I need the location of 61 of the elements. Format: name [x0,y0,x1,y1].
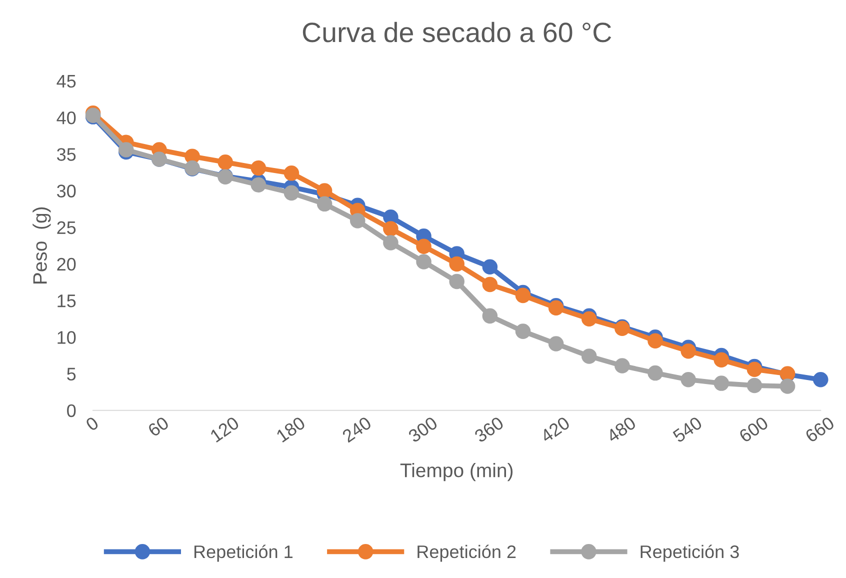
x-tick-label: 420 [540,416,571,444]
point [416,254,432,270]
point [316,183,332,198]
x-tick-label: 180 [276,416,306,443]
point [780,378,796,394]
x-tick-label: 660 [804,416,836,443]
y-tick-label: 0 [67,404,76,418]
x-tick-label: 0 [84,416,100,432]
y-tick-label: 20 [57,258,76,271]
point [812,372,828,388]
x-tick-label: 360 [474,416,504,443]
y-tick-label: 25 [57,221,76,234]
x-tick-label: 240 [341,416,372,443]
point [218,154,233,170]
point [548,336,564,352]
point [383,221,398,236]
point [714,352,730,368]
point [648,333,663,348]
x-tick-label: 120 [210,416,240,443]
y-tick-label: 10 [58,331,76,344]
point [648,365,663,381]
point [581,348,597,364]
point [746,362,762,378]
x-axis-title: Tiempo (min) [400,462,513,482]
y-tick-label: 5 [67,368,76,380]
point [746,378,762,394]
legend-label: Repetición 2 [418,544,516,562]
x-tick-label: 600 [738,416,770,443]
y-tick-label: 45 [56,75,76,88]
y-tick-label: 35 [57,148,76,161]
x-tick-label: 60 [147,416,170,438]
x-tick-label: 300 [407,416,438,443]
point [284,185,300,201]
legend-label: Repetición 1 [194,544,292,562]
point [449,274,464,290]
point [350,213,366,228]
point [482,259,498,275]
point [383,235,398,250]
chart-title: Curva de secado a 60 °C [302,22,612,42]
y-tick-label: 40 [56,111,76,124]
point [614,358,630,374]
point [482,308,498,324]
point [680,372,696,388]
x-tick-label: 540 [672,416,703,443]
point [449,256,464,272]
y-tick-label: 30 [57,184,76,198]
point [515,324,531,339]
point [714,376,730,391]
point [581,311,597,327]
x-tick-label: 480 [606,416,637,444]
point [250,177,266,193]
legend-label: Repetición 3 [640,544,739,562]
point [250,160,266,176]
point [482,276,498,292]
point [416,238,432,254]
point [515,288,531,304]
point [316,196,332,212]
point [284,166,300,181]
y-tick-label: 15 [58,294,76,308]
point [680,343,696,359]
y-axis-title: Peso (g) [32,207,51,284]
